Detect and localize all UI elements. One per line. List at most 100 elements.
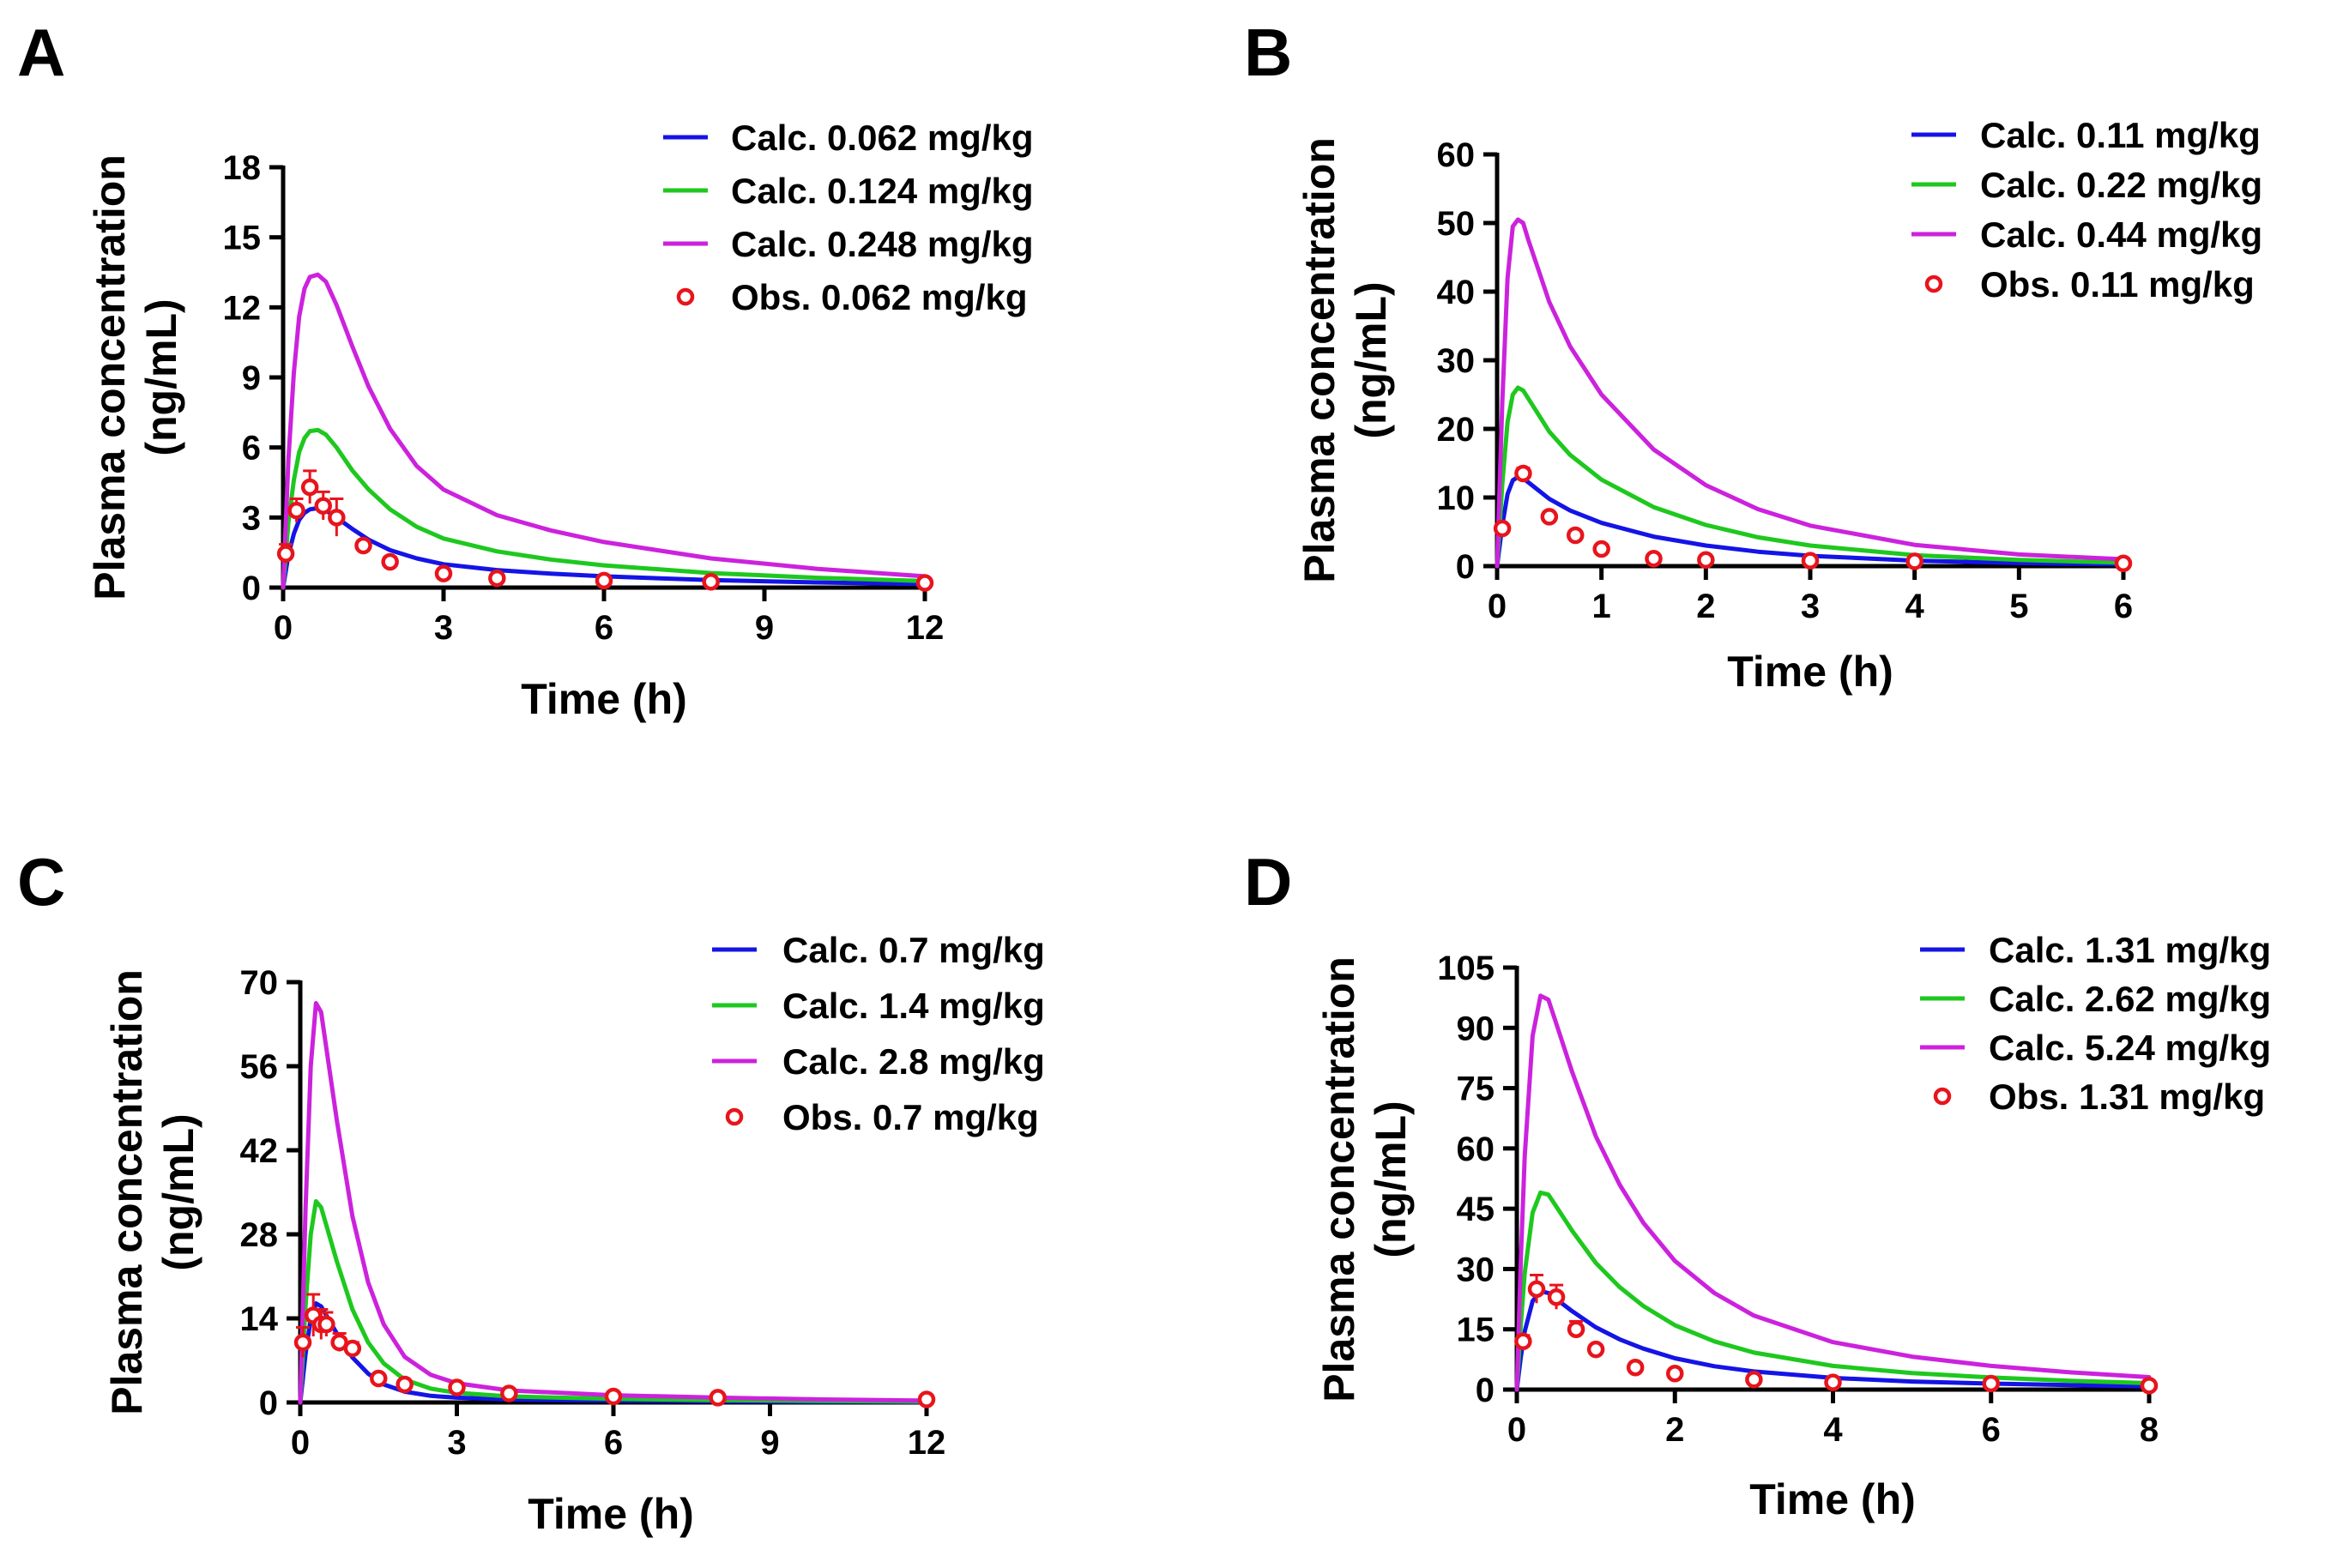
series-line-2: [1514, 1190, 2152, 1392]
data-point: [434, 564, 453, 582]
data-point: [604, 1387, 623, 1406]
y-tick-label: 70: [240, 964, 279, 1002]
data-point: [276, 545, 295, 563]
y-tick-label: 3: [242, 499, 261, 537]
x-tick-label: 6: [2114, 588, 2133, 625]
legend-label: Calc. 0.062 mg/kg: [731, 118, 1034, 158]
panel-letter-a: A: [17, 15, 65, 90]
y-axis-title: Plasma concentration(ng/mL): [1315, 956, 1415, 1402]
data-point: [1801, 552, 1820, 570]
y-tick-label: 14: [240, 1300, 279, 1338]
y-axis-title-line: Plasma concentration: [103, 969, 151, 1415]
legend-label: Calc. 0.124 mg/kg: [731, 171, 1034, 211]
y-tick-label: 42: [240, 1132, 279, 1170]
y-tick-label: 60: [1437, 136, 1476, 174]
legend-label: Calc. 0.44 mg/kg: [1980, 214, 2262, 255]
legend-label: Calc. 2.62 mg/kg: [1989, 979, 2271, 1019]
y-axis-title-line: (ng/mL): [154, 1113, 202, 1270]
legend-marker-observed: [1933, 1087, 1952, 1106]
x-axis-title: Time (h): [1749, 1475, 1916, 1523]
y-axis-title: Plasma concentration(ng/mL): [86, 154, 185, 600]
data-point: [709, 1389, 727, 1407]
x-tick-label: 4: [1905, 588, 1925, 625]
x-tick-label: 9: [755, 609, 774, 647]
data-point: [2140, 1377, 2159, 1395]
series-line-2: [1495, 385, 2126, 569]
legend-label: Calc. 0.248 mg/kg: [731, 224, 1034, 264]
y-tick-label: 20: [1437, 411, 1476, 449]
x-tick-label: 1: [1592, 588, 1611, 625]
legend-marker-observed: [1924, 274, 1943, 293]
y-tick-label: 75: [1457, 1070, 1495, 1108]
x-tick-label: 8: [2140, 1411, 2159, 1449]
data-point: [328, 509, 346, 527]
x-axis-title: Time (h): [521, 675, 687, 723]
y-tick-label: 9: [242, 359, 261, 397]
series-observed: [1514, 1273, 2159, 1395]
y-tick-label: 30: [1437, 342, 1476, 380]
x-tick-label: 0: [1507, 1411, 1526, 1449]
y-tick-label: 90: [1457, 1010, 1495, 1047]
series-observed: [293, 1293, 936, 1408]
legend-marker-observed: [725, 1107, 744, 1126]
data-point: [915, 574, 934, 592]
data-point: [917, 1390, 936, 1408]
legend-label: Obs. 0.062 mg/kg: [731, 277, 1027, 317]
data-point: [1592, 540, 1610, 558]
y-axis-title-line: Plasma concentration: [1315, 956, 1363, 1402]
x-tick-label: 6: [1982, 1411, 2001, 1449]
y-tick-label: 105: [1437, 950, 1495, 987]
data-point: [1493, 519, 1512, 538]
panel-letter-b: B: [1244, 15, 1292, 90]
legend-label: Calc. 1.4 mg/kg: [782, 986, 1045, 1026]
x-tick-label: 9: [760, 1424, 779, 1462]
data-point: [1527, 1280, 1546, 1299]
panel-letter-d: D: [1244, 844, 1292, 920]
data-point: [381, 552, 399, 571]
y-tick-label: 40: [1437, 274, 1476, 311]
data-point: [1567, 1320, 1585, 1338]
data-point: [448, 1378, 466, 1396]
y-tick-label: 18: [223, 149, 262, 187]
data-point: [1745, 1371, 1763, 1389]
data-point: [354, 536, 372, 555]
y-axis-title-line: (ng/mL): [1347, 281, 1395, 438]
series-line-3: [1495, 217, 2126, 569]
panel-letter-c: C: [17, 844, 65, 920]
data-point: [2114, 554, 2133, 573]
legend-label: Obs. 1.31 mg/kg: [1989, 1076, 2265, 1117]
legend-label: Calc. 2.8 mg/kg: [782, 1041, 1045, 1082]
data-point: [314, 497, 332, 515]
x-tick-label: 3: [434, 609, 453, 647]
y-tick-label: 0: [1456, 548, 1475, 586]
data-point: [287, 501, 305, 520]
legend-marker-observed: [676, 287, 695, 306]
y-tick-label: 50: [1437, 205, 1476, 243]
y-axis-title-line: Plasma concentration: [86, 154, 134, 600]
legend-label: Calc. 0.7 mg/kg: [782, 930, 1045, 970]
chart-panel-a: A 0 3 6 9 12 15 18 0 3 6 9 12 Time (h) Plasma concentr…: [17, 15, 1034, 723]
data-point: [702, 572, 720, 591]
y-tick-label: 15: [1457, 1312, 1495, 1349]
data-point: [293, 1333, 312, 1352]
legend-label: Calc. 0.11 mg/kg: [1980, 115, 2261, 155]
data-point: [1645, 549, 1663, 568]
legend-label: Calc. 0.22 mg/kg: [1980, 165, 2262, 205]
data-point: [300, 478, 319, 497]
series-line-1: [281, 505, 927, 590]
y-axis-title-line: (ng/mL): [1367, 1101, 1415, 1257]
x-tick-label: 6: [604, 1424, 623, 1462]
data-point: [1567, 526, 1585, 545]
x-tick-label: 0: [1488, 588, 1507, 625]
data-point: [1824, 1373, 1842, 1391]
x-tick-label: 3: [447, 1424, 466, 1462]
x-tick-label: 12: [908, 1424, 946, 1462]
data-point: [1514, 464, 1532, 483]
data-point: [1697, 551, 1715, 570]
series-line-2: [298, 1199, 929, 1405]
chart-panel-c: C 0 14 28 42 56 70 0 3 6 9 12 Time (h) Plasma concent…: [17, 844, 1045, 1538]
series-observed: [276, 469, 934, 592]
x-tick-label: 12: [906, 609, 945, 647]
legend-label: Obs. 0.7 mg/kg: [782, 1097, 1039, 1137]
